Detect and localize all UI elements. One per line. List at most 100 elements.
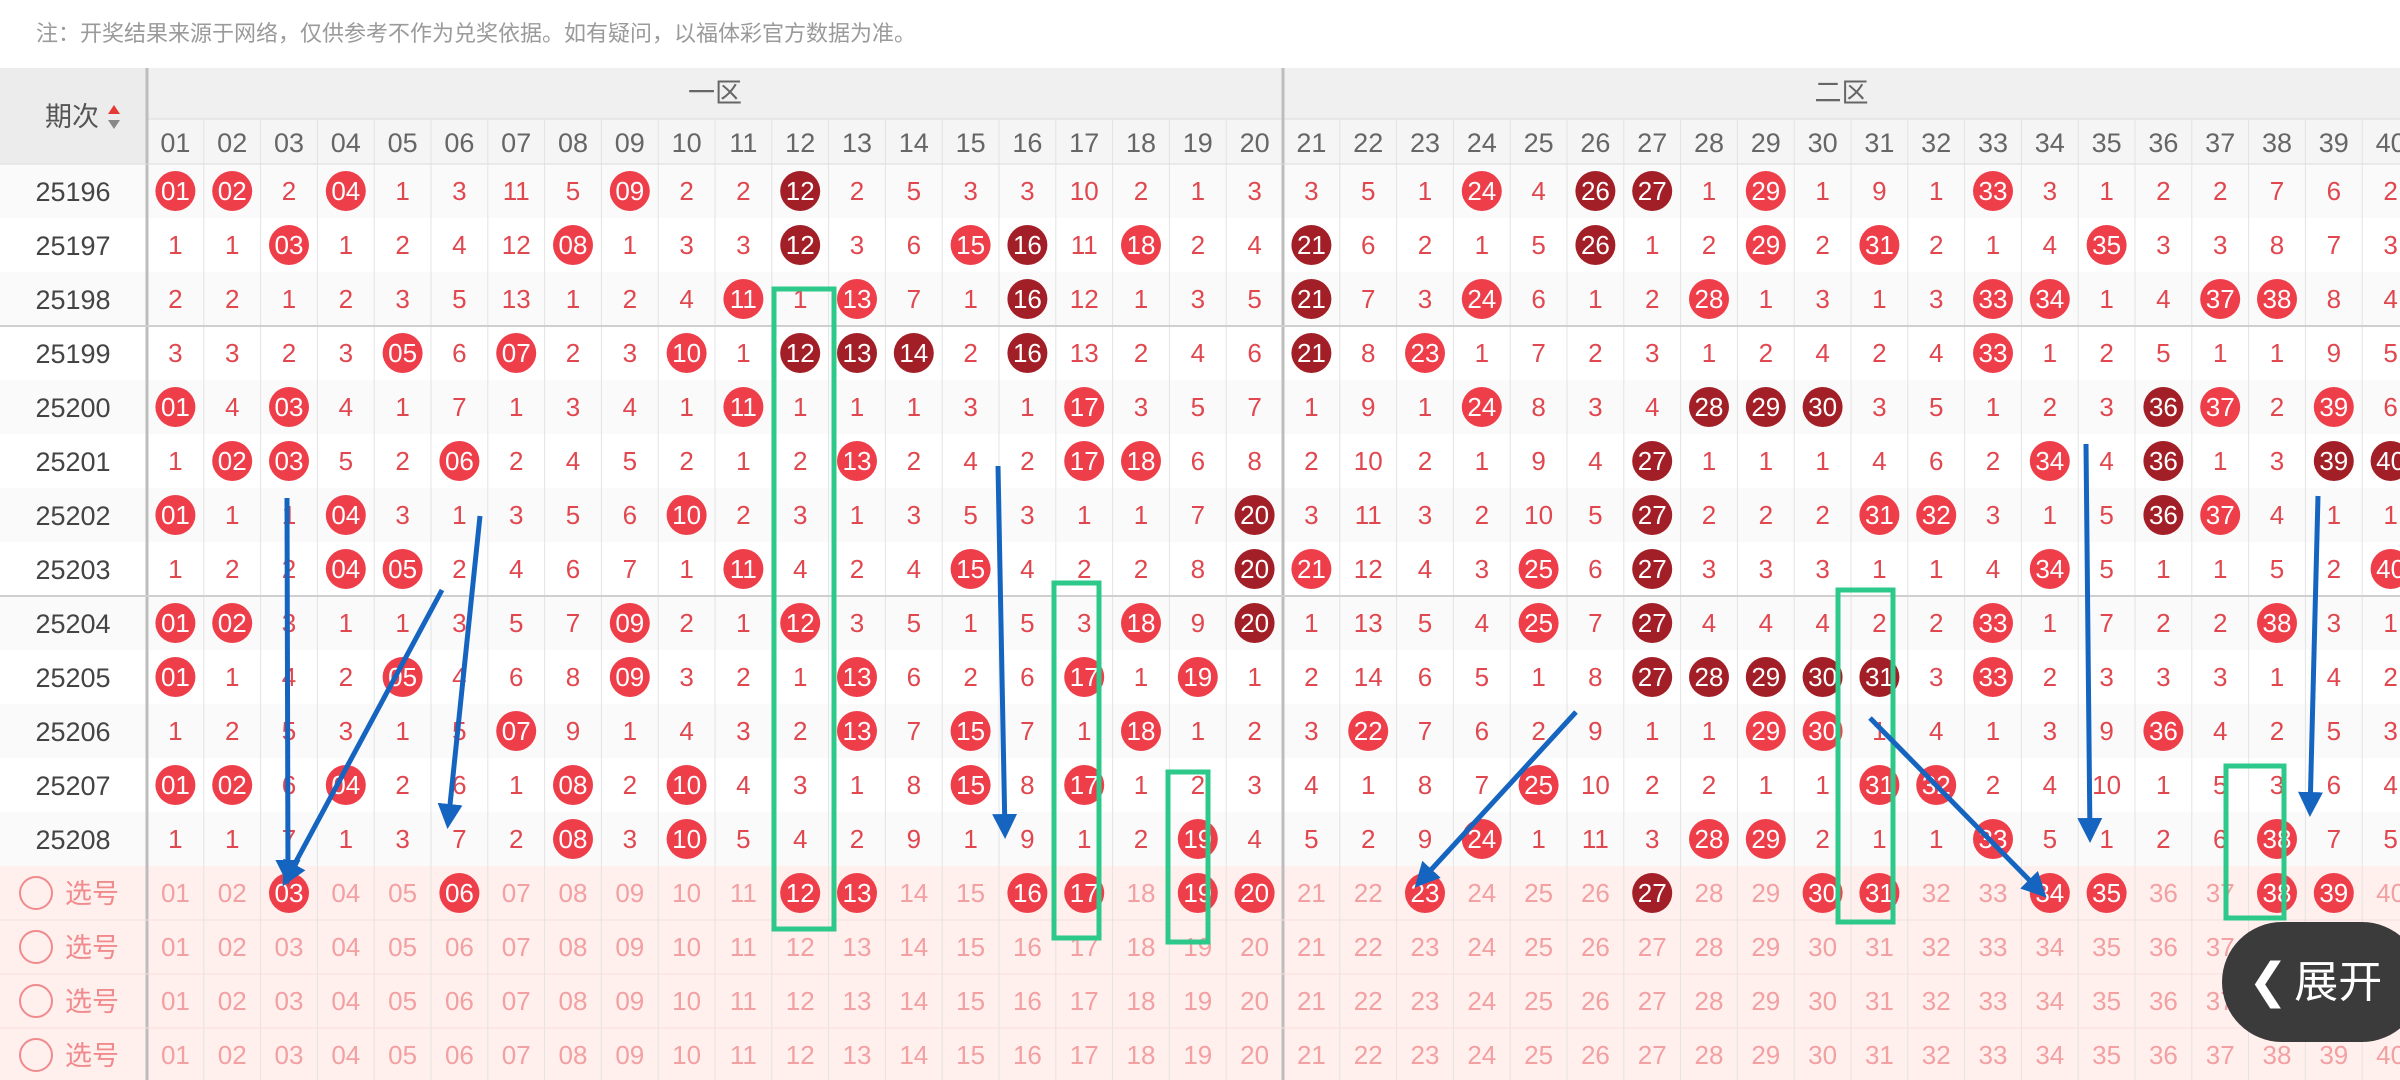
select-number[interactable]: 05 [388, 932, 417, 962]
select-number[interactable]: 07 [502, 878, 531, 908]
select-number[interactable]: 09 [615, 986, 644, 1016]
select-number[interactable]: 01 [161, 932, 190, 962]
select-number[interactable]: 27 [1638, 986, 1667, 1016]
select-number[interactable]: 08 [559, 1040, 588, 1070]
select-number[interactable]: 20 [1240, 932, 1269, 962]
select-number[interactable]: 28 [1695, 986, 1724, 1016]
select-number[interactable]: 25 [1524, 932, 1553, 962]
select-row-checkbox[interactable] [19, 930, 53, 964]
select-number[interactable]: 12 [786, 1040, 815, 1070]
select-number[interactable]: 33 [1979, 878, 2008, 908]
select-number[interactable]: 15 [956, 878, 985, 908]
select-number[interactable]: 06 [445, 932, 474, 962]
select-number[interactable]: 31 [1865, 986, 1894, 1016]
select-number[interactable]: 03 [275, 932, 304, 962]
select-number[interactable]: 28 [1695, 1040, 1724, 1070]
select-row-checkbox[interactable] [19, 984, 53, 1018]
select-number[interactable]: 24 [1467, 878, 1496, 908]
picked-ball-number[interactable]: 38 [2263, 878, 2292, 908]
picked-ball-number[interactable]: 31 [1865, 878, 1894, 908]
select-row-checkbox[interactable] [19, 1038, 53, 1072]
select-number[interactable]: 29 [1751, 878, 1780, 908]
select-number[interactable]: 06 [445, 986, 474, 1016]
select-number[interactable]: 36 [2149, 878, 2178, 908]
select-number[interactable]: 21 [1297, 986, 1326, 1016]
select-number[interactable]: 26 [1581, 878, 1610, 908]
select-number[interactable]: 35 [2092, 986, 2121, 1016]
select-number[interactable]: 34 [2035, 932, 2064, 962]
picked-ball[interactable] [1234, 873, 1275, 913]
select-number[interactable]: 17 [1070, 932, 1099, 962]
select-number[interactable]: 22 [1354, 986, 1383, 1016]
select-number[interactable]: 31 [1865, 932, 1894, 962]
select-number[interactable]: 15 [956, 986, 985, 1016]
select-number[interactable]: 26 [1581, 1040, 1610, 1070]
select-number[interactable]: 12 [786, 932, 815, 962]
select-number[interactable]: 21 [1297, 878, 1326, 908]
select-number[interactable]: 01 [161, 1040, 190, 1070]
select-number[interactable]: 13 [843, 1040, 872, 1070]
expand-button[interactable]: ❮ 展开 [2222, 922, 2400, 1042]
select-number[interactable]: 35 [2092, 1040, 2121, 1070]
picked-ball[interactable] [439, 873, 480, 913]
select-number[interactable]: 20 [1240, 1040, 1269, 1070]
select-number[interactable]: 29 [1751, 1040, 1780, 1070]
period-header[interactable]: 期次 [45, 102, 99, 132]
picked-ball-number[interactable]: 03 [275, 878, 304, 908]
picked-ball[interactable] [2086, 873, 2127, 913]
select-number[interactable]: 12 [786, 986, 815, 1016]
select-number[interactable]: 01 [161, 986, 190, 1016]
select-number[interactable]: 10 [672, 878, 701, 908]
select-number[interactable]: 05 [388, 1040, 417, 1070]
select-number[interactable]: 40 [2376, 1040, 2400, 1070]
select-number[interactable]: 10 [672, 986, 701, 1016]
select-number[interactable]: 31 [1865, 1040, 1894, 1070]
select-number[interactable]: 32 [1922, 1040, 1951, 1070]
picked-ball-number[interactable]: 34 [2035, 878, 2064, 908]
select-number[interactable]: 29 [1751, 932, 1780, 962]
select-number[interactable]: 16 [1013, 986, 1042, 1016]
select-number[interactable]: 16 [1013, 1040, 1042, 1070]
select-number[interactable]: 03 [275, 986, 304, 1016]
select-number[interactable]: 09 [615, 1040, 644, 1070]
select-number[interactable]: 09 [615, 878, 644, 908]
select-number[interactable]: 37 [2206, 878, 2235, 908]
select-number[interactable]: 32 [1922, 986, 1951, 1016]
select-number[interactable]: 25 [1524, 878, 1553, 908]
select-number[interactable]: 11 [730, 878, 757, 908]
picked-ball-number[interactable]: 12 [786, 878, 815, 908]
select-number[interactable]: 20 [1240, 986, 1269, 1016]
picked-ball-number[interactable]: 30 [1808, 878, 1837, 908]
select-number[interactable]: 24 [1467, 1040, 1496, 1070]
select-number[interactable]: 01 [161, 878, 190, 908]
select-number[interactable]: 15 [956, 932, 985, 962]
select-number[interactable]: 32 [1922, 878, 1951, 908]
select-number[interactable]: 02 [218, 878, 247, 908]
select-number[interactable]: 26 [1581, 986, 1610, 1016]
picked-ball[interactable] [1632, 873, 1673, 913]
select-number[interactable]: 21 [1297, 932, 1326, 962]
select-number[interactable]: 28 [1695, 878, 1724, 908]
select-number[interactable]: 04 [331, 1040, 360, 1070]
select-number[interactable]: 28 [1695, 932, 1724, 962]
select-number[interactable]: 30 [1808, 1040, 1837, 1070]
select-number[interactable]: 30 [1808, 932, 1837, 962]
select-number[interactable]: 23 [1411, 986, 1440, 1016]
select-number[interactable]: 07 [502, 1040, 531, 1070]
select-number[interactable]: 14 [899, 932, 928, 962]
select-number[interactable]: 05 [388, 986, 417, 1016]
select-number[interactable]: 17 [1070, 1040, 1099, 1070]
select-row-checkbox[interactable] [19, 876, 53, 910]
select-number[interactable]: 19 [1183, 986, 1212, 1016]
select-number[interactable]: 22 [1354, 1040, 1383, 1070]
picked-ball[interactable] [2313, 873, 2354, 913]
select-number[interactable]: 07 [502, 932, 531, 962]
select-number[interactable]: 13 [843, 986, 872, 1016]
select-number[interactable]: 36 [2149, 932, 2178, 962]
select-number[interactable]: 11 [730, 1040, 757, 1070]
picked-ball[interactable] [1802, 873, 1843, 913]
sort-asc-icon[interactable] [108, 105, 120, 114]
select-number[interactable]: 24 [1467, 932, 1496, 962]
select-number[interactable]: 18 [1127, 932, 1156, 962]
select-number[interactable]: 07 [502, 986, 531, 1016]
